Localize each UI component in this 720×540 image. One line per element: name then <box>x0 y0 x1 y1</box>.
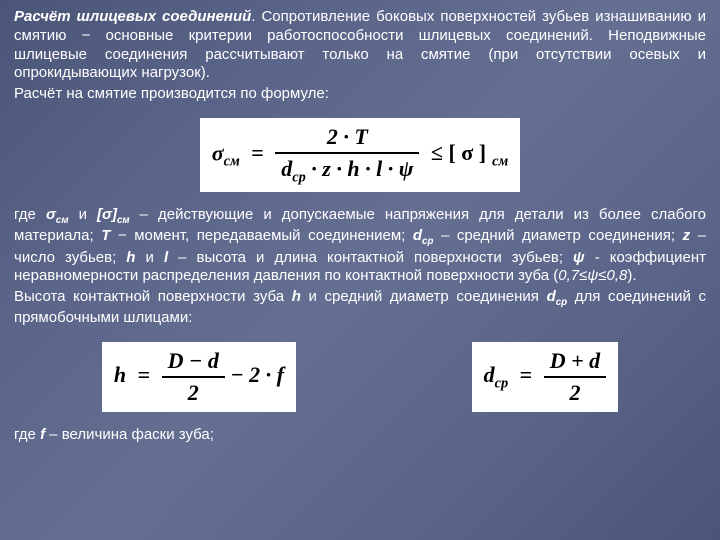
p3-h2: ). <box>627 267 636 284</box>
p3-T: T <box>101 227 110 244</box>
fd-num: D + d <box>544 348 606 378</box>
p3-a: где <box>14 206 46 223</box>
p3-and2: и <box>135 249 163 266</box>
f1-den-rest: · z · h · l · ψ <box>306 156 414 181</box>
paragraph-formula-intro: Расчёт на смятие производится по формуле… <box>14 85 706 104</box>
p3-f: – высота и длина контактной поверхности … <box>168 249 573 266</box>
f1-den: dcp · z · h · l · ψ <box>275 154 419 186</box>
p4-cp: cp <box>556 297 567 308</box>
p5-a: где <box>14 426 40 443</box>
f1-fraction: 2 · T dcp · z · h · l · ψ <box>275 124 419 186</box>
p3-psi: ψ <box>573 249 585 266</box>
f1-den-dsub: cp <box>292 169 306 185</box>
f1-equals: = <box>245 140 270 165</box>
f1-compare: ≤ [ σ ] <box>425 140 492 165</box>
fh-frac: D − d 2 <box>162 348 225 406</box>
p3-z: z <box>683 227 691 244</box>
fh-den: 2 <box>162 378 225 406</box>
formula-h-box: h = D − d 2 − 2 · f <box>102 342 296 412</box>
f1-den-d: d <box>281 156 292 181</box>
fd-lhs-sub: cp <box>495 375 509 391</box>
fh-lhs: h <box>114 362 126 387</box>
formula-row-hd: h = D − d 2 − 2 · f dcp = D + d 2 <box>14 342 706 412</box>
fh-num: D − d <box>162 348 225 378</box>
p3-cm2: см <box>117 215 130 226</box>
p3-sigma: σ <box>46 206 56 223</box>
paragraph-height: Высота контактной поверхности зуба h и с… <box>14 288 706 328</box>
p3-c: − момент, передаваемый соединением; <box>110 227 412 244</box>
p4-a: Высота контактной поверхности зуба <box>14 288 292 305</box>
p3-d: – средний диаметр соединения; <box>433 227 682 244</box>
p3-dcp: d <box>413 227 422 244</box>
p3-range: 0,7≤ψ≤0,8 <box>558 267 627 284</box>
f1-compare-sub: см <box>492 153 508 169</box>
f1-lhs-sigma: σ <box>212 140 224 165</box>
paragraph-where: где σсм и [σ]см – действующие и допускае… <box>14 206 706 286</box>
fd-eq: = <box>514 362 539 387</box>
p3-and: и <box>69 206 97 223</box>
formula-sigma: σсм = 2 · T dcp · z · h · l · ψ ≤ [ σ ]с… <box>14 118 706 192</box>
p3-br-sigma: [σ] <box>97 206 117 223</box>
fh-tail: − 2 · f <box>230 362 284 387</box>
title-phrase: Расчёт шлицевых соединений <box>14 8 251 25</box>
p5-b: – величина фаски зуба; <box>45 426 214 443</box>
f1-lhs-sub: см <box>224 153 240 169</box>
paragraph-where-f: где f – величина фаски зуба; <box>14 426 706 445</box>
p3-cp: cp <box>422 236 433 247</box>
formula-sigma-box: σсм = 2 · T dcp · z · h · l · ψ ≤ [ σ ]с… <box>200 118 521 192</box>
fd-lhs: d <box>484 362 495 387</box>
p4-d: d <box>547 288 556 305</box>
fh-eq: = <box>132 362 157 387</box>
fd-den: 2 <box>544 378 606 406</box>
formula-d-box: dcp = D + d 2 <box>472 342 618 412</box>
fd-frac: D + d 2 <box>544 348 606 406</box>
paragraph-intro: Расчёт шлицевых соединений. Сопротивлени… <box>14 8 706 83</box>
p3-cm1: см <box>56 215 69 226</box>
f1-num: 2 · T <box>275 124 419 154</box>
formula-intro-text: Расчёт на смятие производится по формуле… <box>14 85 329 102</box>
p4-h: h <box>292 288 301 305</box>
p4-b: и средний диаметр соединения <box>301 288 547 305</box>
